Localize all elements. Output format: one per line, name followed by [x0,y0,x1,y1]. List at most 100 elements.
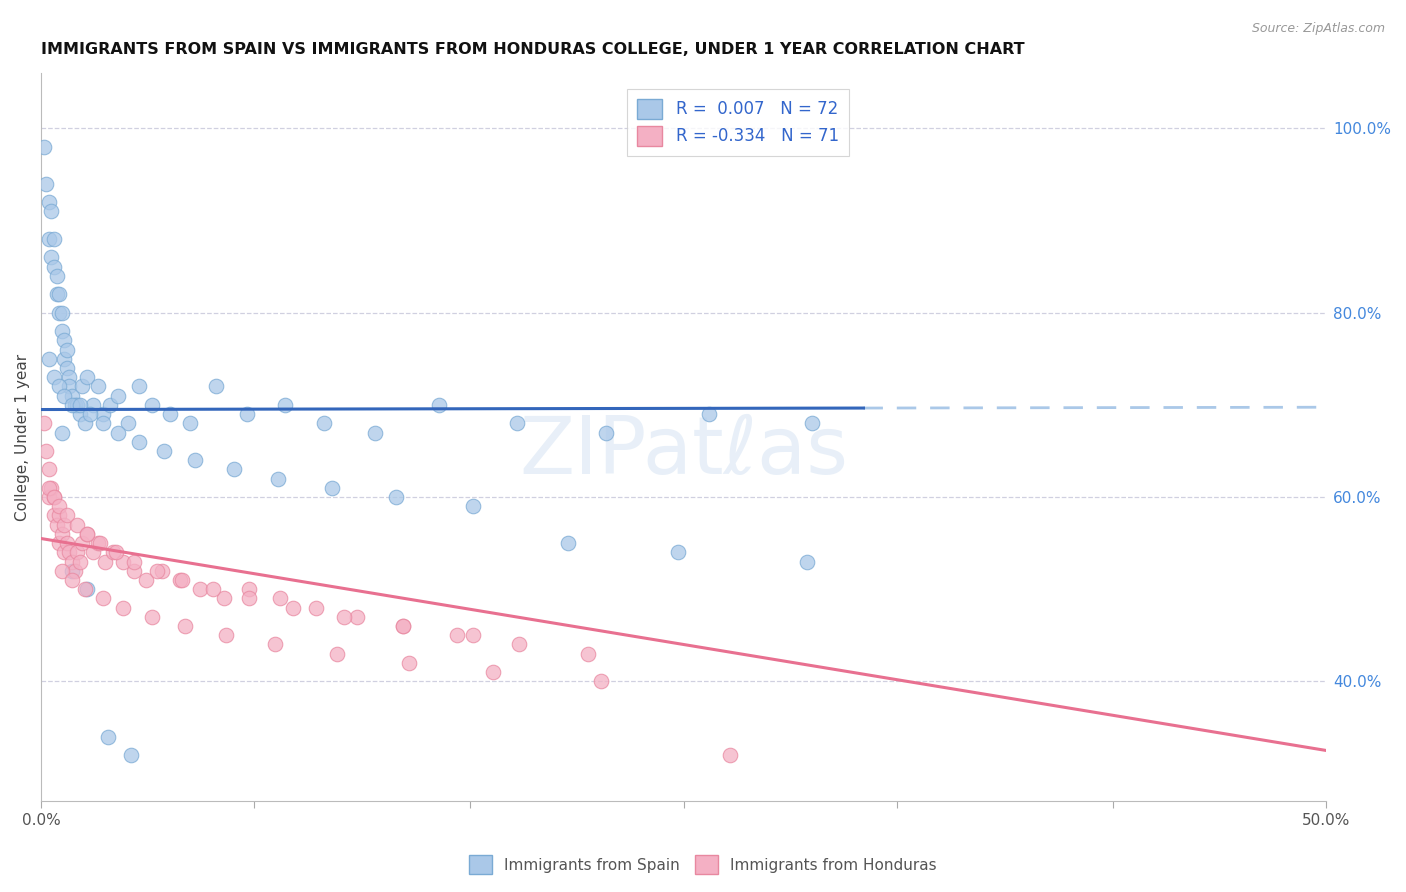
Point [364,425,387,440]
Point [35,177,58,191]
Point [51,564,73,578]
Point [51,527,73,541]
Point [222,462,245,476]
Point [82,545,104,559]
Point [135,573,157,587]
Point [76,370,98,384]
Point [718,747,741,762]
Point [104,545,127,559]
Point [60,573,83,587]
Point [42,370,65,384]
Point [117,417,139,431]
Point [333,610,356,624]
Point [202,582,225,597]
Point [48,536,70,550]
Point [42,490,65,504]
Point [56,361,79,376]
Point [45,268,67,283]
Point [321,481,343,495]
Point [70,379,93,393]
Point [60,389,83,403]
Point [264,638,287,652]
Point [53,545,76,559]
Point [70,536,93,550]
Point [86,536,108,550]
Point [56,343,79,357]
Point [281,600,304,615]
Y-axis label: College, Under 1 year: College, Under 1 year [15,353,30,521]
Point [266,472,288,486]
Point [128,434,150,449]
Point [69,407,91,421]
Point [69,398,91,412]
Point [51,425,73,440]
Text: Source: ZipAtlas.com: Source: ZipAtlas.com [1251,22,1385,36]
Point [38,490,60,504]
Point [392,619,415,633]
Point [53,389,76,403]
Point [53,351,76,366]
Point [398,656,420,670]
Point [238,591,260,606]
Point [94,555,117,569]
Point [145,564,167,578]
Point [97,730,120,744]
Text: ZIPatℓas: ZIPatℓas [519,413,848,491]
Point [505,417,527,431]
Point [591,674,613,689]
Point [58,545,80,559]
Point [73,417,96,431]
Point [38,232,60,246]
Point [796,555,818,569]
Point [153,444,176,458]
Point [82,398,104,412]
Point [42,508,65,523]
Point [48,508,70,523]
Point [179,417,201,431]
Point [48,500,70,514]
Legend: Immigrants from Spain, Immigrants from Honduras: Immigrants from Spain, Immigrants from H… [463,849,943,880]
Point [38,481,60,495]
Point [101,545,124,559]
Point [66,517,89,532]
Legend: R =  0.007   N = 72, R = -0.334   N = 71: R = 0.007 N = 72, R = -0.334 N = 71 [627,89,849,156]
Point [66,545,89,559]
Point [42,232,65,246]
Point [58,370,80,384]
Point [86,379,108,393]
Point [212,591,235,606]
Point [32,140,55,154]
Point [60,564,83,578]
Point [91,407,114,421]
Point [174,619,197,633]
Point [384,490,406,504]
Point [346,610,368,624]
Point [235,407,257,421]
Point [38,462,60,476]
Point [45,517,67,532]
Point [91,417,114,431]
Point [429,398,451,412]
Point [76,527,98,541]
Point [35,444,58,458]
Point [169,573,191,587]
Point [446,628,468,642]
Point [238,582,260,597]
Point [312,417,335,431]
Point [42,260,65,274]
Point [63,398,86,412]
Point [48,287,70,301]
Point [205,379,228,393]
Point [482,665,505,680]
Point [63,564,86,578]
Point [122,564,145,578]
Point [89,536,111,550]
Point [392,619,415,633]
Point [112,555,135,569]
Point [60,555,83,569]
Point [305,600,328,615]
Point [42,490,65,504]
Point [66,398,89,412]
Point [56,536,79,550]
Point [69,555,91,569]
